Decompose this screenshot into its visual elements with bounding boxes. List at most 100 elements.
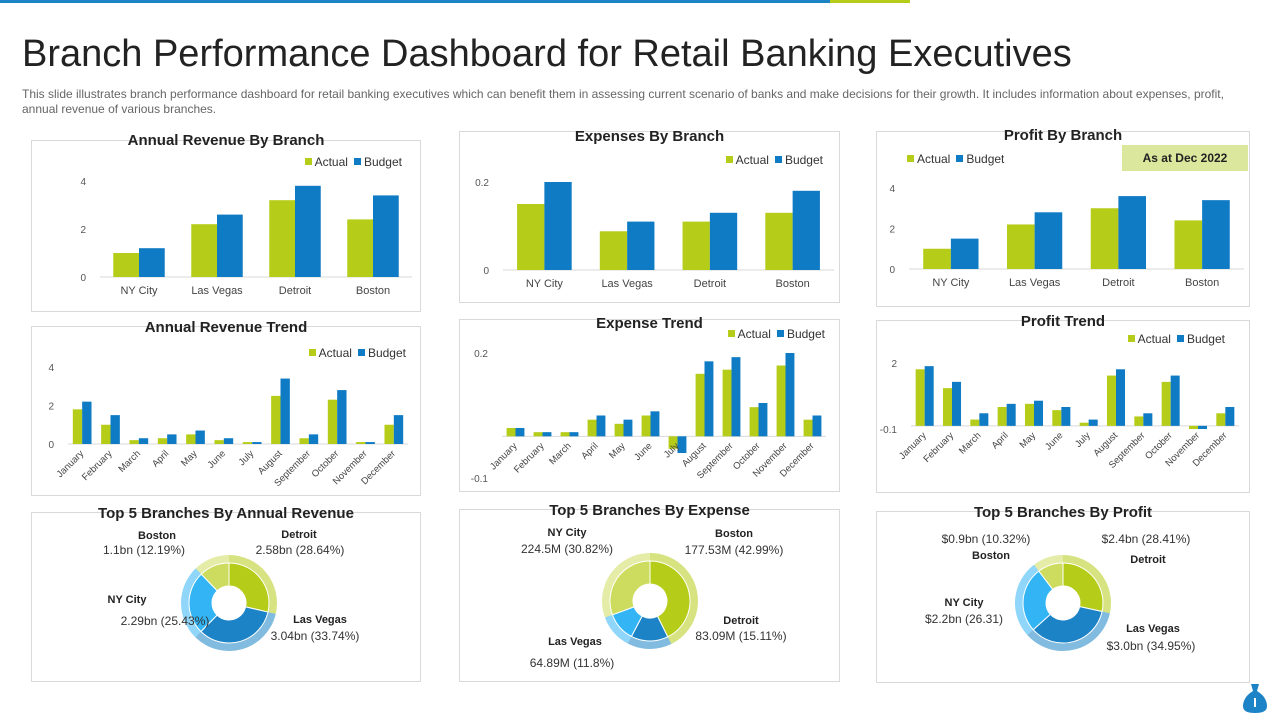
slice-name-label: Detroit <box>723 615 759 627</box>
money-bag-icon <box>1243 684 1267 713</box>
slice-value-label: $2.2bn (26.31) <box>925 612 1003 626</box>
donut-slice-outer <box>602 553 650 618</box>
y-tick-label: 4 <box>80 177 86 188</box>
bar-actual <box>1216 413 1226 426</box>
x-tick-label: Las Vegas <box>601 278 653 290</box>
bar-budget <box>1118 196 1147 269</box>
bar-budget <box>677 436 687 453</box>
x-tick-label: May <box>1018 430 1039 451</box>
bar-actual <box>749 407 759 437</box>
bar-actual <box>1188 425 1198 429</box>
bar-budget <box>280 378 290 444</box>
x-tick-label: Boston <box>1185 277 1219 289</box>
donut-slice-outer <box>604 614 632 644</box>
slice-value-label: 224.5M (30.82%) <box>521 542 613 556</box>
bar-budget <box>544 182 572 270</box>
chart-legend: Actual Budget <box>303 346 406 360</box>
donut-slice-outer <box>229 555 277 614</box>
donut-slice-outer <box>1027 611 1110 651</box>
profit-trend-panel: Profit Trend Actual Budget -0.1 2 January Fe… <box>876 313 1250 493</box>
bar-actual <box>641 415 651 437</box>
bar-budget <box>569 432 579 437</box>
bar-budget <box>515 428 525 437</box>
bar-budget <box>252 442 262 444</box>
x-tick-label: NY City <box>526 278 564 290</box>
page-subtitle: This slide illustrates branch performanc… <box>22 87 1224 116</box>
expenses-by-branch-chart: 0 0.2 NY City Las Vegas Detroit Boston <box>475 178 834 290</box>
bar-actual <box>1134 416 1144 426</box>
bar-budget <box>138 438 149 444</box>
donut-slice <box>200 562 230 592</box>
bar-actual <box>1161 381 1171 426</box>
bar-actual <box>327 399 338 444</box>
bar-budget <box>1034 400 1044 426</box>
budget-swatch <box>357 349 365 356</box>
actual-swatch <box>308 349 316 356</box>
top-accent-line-green <box>830 0 910 3</box>
donut-slice <box>188 573 218 633</box>
bar-budget <box>979 413 989 426</box>
bar-actual <box>803 419 813 437</box>
chart-title: Top 5 Branches By Annual Revenue <box>98 505 354 522</box>
bar-actual <box>614 423 624 437</box>
slice-name-label: Detroit <box>1130 554 1166 566</box>
slice-value-label: 2.29bn (25.43%) <box>121 614 210 628</box>
actual-swatch <box>907 155 914 162</box>
x-tick-label: NY City <box>932 277 970 289</box>
bar-budget <box>785 353 795 437</box>
bar-budget <box>950 238 979 269</box>
bar-budget <box>139 248 165 277</box>
bar-actual <box>356 442 366 444</box>
chart-title: Annual Revenue Trend <box>144 319 308 336</box>
chart-legend: Actual Budget <box>1122 332 1225 346</box>
bar-actual <box>299 438 309 444</box>
bar-budget <box>295 185 321 277</box>
bar-actual <box>517 204 545 270</box>
x-tick-label: July <box>237 448 257 468</box>
bar-budget <box>1225 407 1235 426</box>
bar-budget <box>1143 413 1153 426</box>
y-tick-label: 2 <box>80 225 86 236</box>
y-tick-label: 0.2 <box>474 349 488 360</box>
x-tick-label: June <box>1043 430 1065 452</box>
bar-actual <box>915 369 925 426</box>
slice-name-label: Las Vegas <box>548 636 602 648</box>
slice-name-label: Boston <box>972 550 1010 562</box>
bar-budget <box>709 212 738 270</box>
slice-value-label: 64.89M (11.8%) <box>530 656 615 670</box>
bar-actual <box>506 428 516 437</box>
actual-swatch <box>725 156 733 163</box>
expense-donut: Boston 177.53M (42.99%) Detroit 83.09M (15.… <box>521 527 787 670</box>
bar-budget <box>1034 212 1063 269</box>
bar-actual <box>242 442 253 444</box>
bar-actual <box>1174 220 1203 269</box>
y-tick-label: 0 <box>48 440 54 451</box>
bar-budget <box>542 432 552 437</box>
legend-budget: Budget <box>966 152 1005 166</box>
chart-legend: Actual Budget <box>901 152 1004 166</box>
donut-slice <box>1062 562 1104 613</box>
bar-budget <box>1116 369 1126 426</box>
bar-budget <box>596 415 606 437</box>
bar-actual <box>214 440 224 444</box>
donut-slice <box>1038 562 1064 591</box>
bar-budget <box>223 438 234 444</box>
budget-swatch <box>1176 335 1184 342</box>
x-tick-label: February <box>512 441 547 476</box>
bar-budget <box>952 381 962 426</box>
chart-title: Profit By Branch <box>1003 127 1123 144</box>
top-branches-expense-panel: Top 5 Branches By Expense Boston 177.53M … <box>459 502 840 682</box>
donut-slice <box>649 560 691 638</box>
legend-budget: Budget <box>363 155 402 169</box>
bar-actual <box>942 388 952 426</box>
x-tick-label: Boston <box>776 278 810 290</box>
top-branches-annual-revenue-panel: Top 5 Branches By Annual Revenue Boston 2… <box>31 505 421 682</box>
chart-legend: Actual Budget <box>299 155 402 169</box>
donut-slice-outer <box>195 612 276 651</box>
x-tick-label: NY City <box>120 285 158 297</box>
bar-budget <box>924 366 934 426</box>
slice-value-label: 1.1bn (12.19%) <box>103 543 185 557</box>
legend-actual: Actual <box>318 346 352 360</box>
